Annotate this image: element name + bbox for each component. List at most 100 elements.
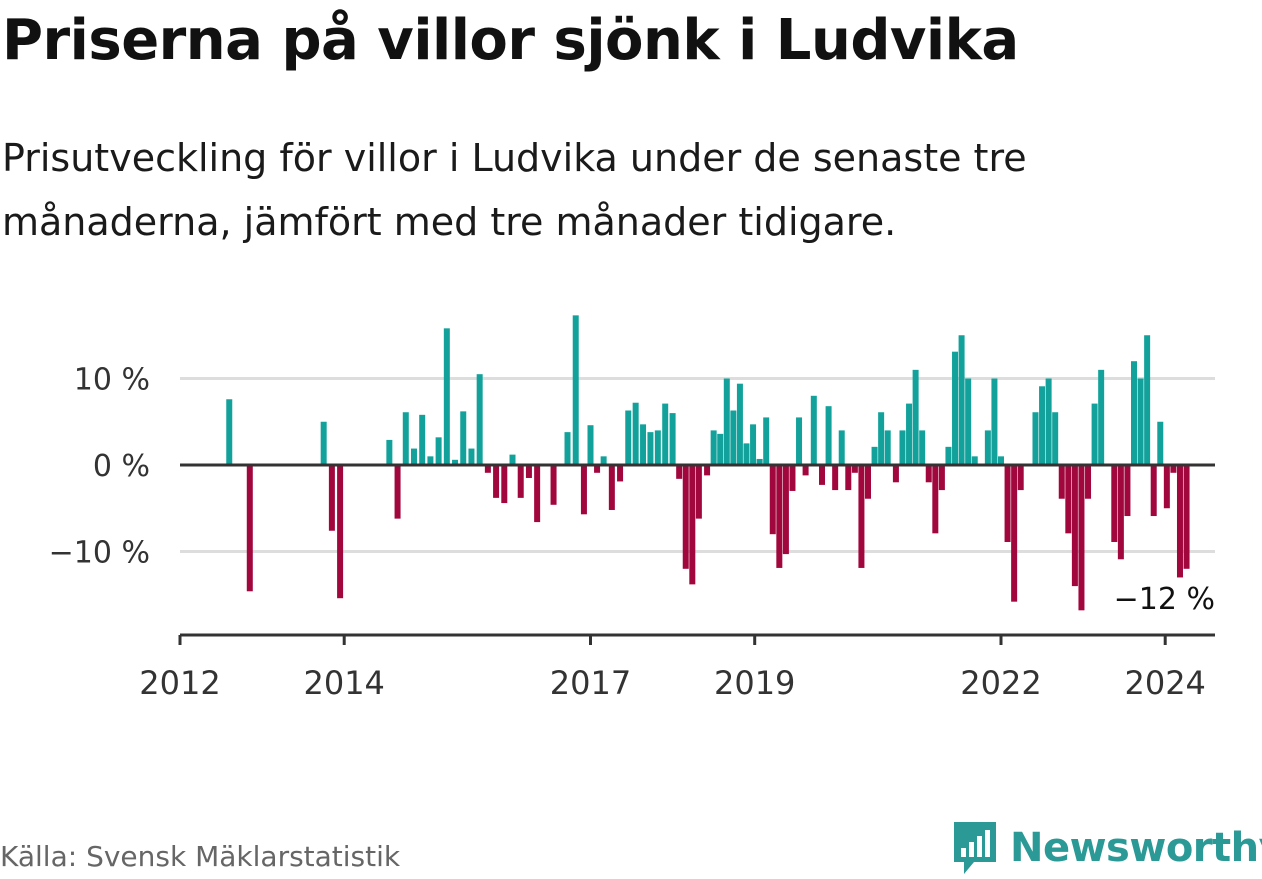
gridlines xyxy=(180,377,1215,553)
bar-positive xyxy=(906,403,913,465)
bar-negative xyxy=(695,465,702,519)
bar-negative xyxy=(769,465,776,535)
bar-negative xyxy=(394,465,401,519)
bars xyxy=(226,315,1190,611)
bar-negative xyxy=(1078,465,1085,611)
bar-negative xyxy=(892,465,899,483)
bar-negative xyxy=(1170,465,1177,473)
y-tick-label: −10 % xyxy=(49,536,150,571)
bar-negative xyxy=(1071,465,1078,587)
bar-negative xyxy=(1150,465,1157,517)
bar-positive xyxy=(984,430,991,465)
bar-negative xyxy=(819,465,826,485)
bar-negative xyxy=(938,465,945,491)
bar-positive xyxy=(998,456,1004,465)
bar-negative xyxy=(246,465,253,592)
bar-positive xyxy=(899,430,906,465)
x-tick-label: 2022 xyxy=(960,664,1041,702)
logo-text: Newsworthy xyxy=(1010,825,1262,871)
bar-positive xyxy=(1131,361,1138,465)
bar-negative xyxy=(608,465,615,510)
bar-negative xyxy=(328,465,335,531)
x-tick-label: 2014 xyxy=(303,664,384,702)
bar-negative xyxy=(617,465,624,482)
bar-positive xyxy=(825,406,832,465)
bar-positive xyxy=(756,458,763,465)
bar-negative xyxy=(776,465,783,568)
bar-positive xyxy=(654,430,661,465)
bar-negative xyxy=(1011,465,1018,602)
bar-positive xyxy=(730,410,737,465)
bar-positive xyxy=(640,424,647,465)
bar-negative xyxy=(682,465,689,569)
axes xyxy=(178,463,1215,645)
bar-positive xyxy=(952,351,959,465)
bar-positive xyxy=(402,412,409,465)
bar-positive xyxy=(476,374,483,465)
bar-positive xyxy=(427,456,434,465)
last-value-label: −12 % xyxy=(1114,582,1215,617)
bar-negative xyxy=(1065,465,1072,534)
newsworthy-logo[interactable]: Newsworthy xyxy=(950,818,1262,878)
bar-negative xyxy=(580,465,587,515)
bar-negative xyxy=(534,465,541,523)
bar-positive xyxy=(723,378,730,465)
bar-negative xyxy=(1111,465,1118,542)
bar-negative xyxy=(858,465,865,568)
bar-positive xyxy=(320,421,327,465)
bar-negative xyxy=(845,465,852,491)
bar-positive xyxy=(810,395,817,465)
bar-negative xyxy=(932,465,939,534)
bar-positive xyxy=(452,459,459,465)
bar-positive xyxy=(572,315,579,465)
bar-positive xyxy=(884,430,891,465)
bar-positive xyxy=(1157,421,1164,465)
bar-positive xyxy=(710,430,717,465)
bar-negative xyxy=(789,465,796,491)
bar-negative xyxy=(1124,465,1131,517)
bar-negative xyxy=(851,465,858,473)
bar-positive xyxy=(1039,386,1046,465)
bar-negative xyxy=(1085,465,1092,499)
bar-negative xyxy=(676,465,683,479)
bar-positive xyxy=(871,446,878,465)
bar-negative xyxy=(594,465,601,473)
bar-negative xyxy=(864,465,871,499)
bar-positive xyxy=(669,413,676,465)
bar-positive xyxy=(386,439,393,465)
x-tick-label: 2012 xyxy=(139,664,220,702)
bar-negative xyxy=(802,465,809,476)
bar-positive xyxy=(1052,412,1059,465)
bar-positive xyxy=(991,378,998,465)
bar-positive xyxy=(912,369,919,465)
bar-positive xyxy=(625,410,632,465)
x-tick-label: 2017 xyxy=(550,664,631,702)
bar-negative xyxy=(1017,465,1024,491)
y-tick-label: 10 % xyxy=(74,363,150,398)
bar-positive xyxy=(587,425,594,465)
bar-negative xyxy=(1004,465,1011,542)
bar-negative xyxy=(689,465,696,585)
y-tick-label: 0 % xyxy=(93,449,150,484)
bar-positive xyxy=(443,328,450,465)
bar-positive xyxy=(600,456,607,465)
chart-subtitle: Prisutveckling för villor i Ludvika unde… xyxy=(2,136,1027,244)
bar-positive xyxy=(460,411,467,465)
bar-negative xyxy=(925,465,932,483)
bar-negative xyxy=(501,465,508,504)
bar-positive xyxy=(647,432,654,465)
bar-positive xyxy=(1045,378,1052,465)
bar-positive xyxy=(965,378,972,465)
bar-positive xyxy=(878,412,885,465)
bar-positive xyxy=(410,448,417,465)
bar-positive xyxy=(509,454,516,465)
bar-positive xyxy=(468,448,475,465)
bar-positive xyxy=(419,414,426,465)
bar-chart: 10 % 0 % −10 % 2012 2014 2017 2019 2022 2024 −12 … xyxy=(49,315,1215,702)
bar-positive xyxy=(1098,369,1105,465)
source-note: Källa: Svensk Mäklarstatistik xyxy=(0,840,401,873)
bar-positive xyxy=(717,433,724,465)
bar-negative xyxy=(704,465,711,476)
bar-positive xyxy=(1032,412,1039,465)
bar-negative xyxy=(525,465,532,478)
